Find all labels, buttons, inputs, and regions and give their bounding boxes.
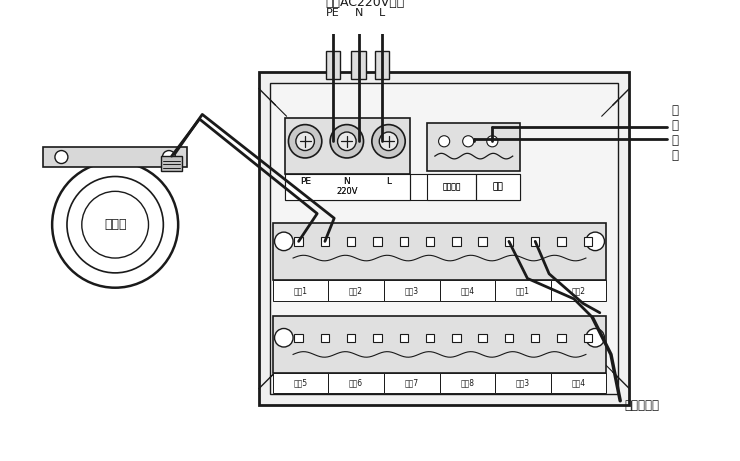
- Bar: [479, 237, 487, 246]
- Bar: [384, 373, 440, 393]
- Bar: [329, 280, 384, 301]
- Text: 漏电5: 漏电5: [294, 378, 308, 388]
- Bar: [347, 334, 355, 342]
- Circle shape: [82, 191, 149, 258]
- Bar: [320, 237, 329, 246]
- Circle shape: [67, 177, 164, 273]
- Text: 220V: 220V: [336, 187, 357, 196]
- Text: PE: PE: [300, 177, 311, 186]
- Bar: [495, 373, 551, 393]
- Bar: [374, 51, 389, 79]
- Text: 温度传感器: 温度传感器: [625, 399, 660, 412]
- Text: N: N: [343, 177, 350, 186]
- Text: 总线: 总线: [493, 182, 503, 191]
- Bar: [452, 237, 460, 246]
- Circle shape: [52, 162, 178, 288]
- Text: 漏电4: 漏电4: [460, 286, 474, 295]
- Bar: [584, 334, 592, 342]
- Bar: [426, 334, 434, 342]
- Bar: [285, 174, 410, 200]
- Text: 输出控制: 输出控制: [443, 182, 461, 191]
- Bar: [326, 51, 340, 79]
- Bar: [531, 237, 539, 246]
- Text: 通
信
总
线: 通 信 总 线: [671, 104, 678, 162]
- Circle shape: [586, 329, 605, 347]
- Text: 温度2: 温度2: [571, 286, 585, 295]
- Bar: [384, 280, 440, 301]
- Text: 输出控制: 输出控制: [443, 182, 461, 191]
- Circle shape: [162, 151, 175, 164]
- Bar: [551, 373, 606, 393]
- Bar: [373, 237, 382, 246]
- Bar: [273, 280, 329, 301]
- Bar: [295, 334, 303, 342]
- Bar: [452, 334, 460, 342]
- Bar: [426, 237, 434, 246]
- Text: L: L: [386, 177, 391, 186]
- Bar: [259, 72, 630, 405]
- Circle shape: [439, 136, 450, 147]
- Bar: [285, 118, 410, 174]
- Bar: [320, 334, 329, 342]
- Bar: [273, 315, 606, 373]
- Text: 温度4: 温度4: [571, 378, 585, 388]
- Text: 总线: 总线: [493, 182, 503, 191]
- Bar: [400, 334, 408, 342]
- Bar: [551, 280, 606, 301]
- Bar: [584, 237, 592, 246]
- Circle shape: [275, 232, 293, 251]
- Circle shape: [55, 151, 68, 164]
- Bar: [161, 156, 182, 171]
- Bar: [479, 334, 487, 342]
- Bar: [505, 334, 513, 342]
- Text: 漏电3: 漏电3: [405, 286, 419, 295]
- Bar: [440, 280, 495, 301]
- Text: 漏电6: 漏电6: [349, 378, 363, 388]
- Bar: [352, 51, 366, 79]
- Text: 漏电8: 漏电8: [460, 378, 474, 388]
- Text: N: N: [343, 177, 350, 186]
- Bar: [285, 174, 520, 200]
- Bar: [557, 237, 565, 246]
- Text: PE: PE: [326, 8, 340, 18]
- Text: 温度1: 温度1: [516, 286, 530, 295]
- Bar: [400, 237, 408, 246]
- Bar: [531, 334, 539, 342]
- Text: 互感器: 互感器: [104, 218, 127, 231]
- Circle shape: [330, 124, 363, 158]
- Circle shape: [337, 132, 356, 151]
- Bar: [495, 280, 551, 301]
- Bar: [428, 123, 520, 171]
- Bar: [373, 334, 382, 342]
- Circle shape: [372, 124, 406, 158]
- Text: PE: PE: [300, 177, 311, 186]
- Bar: [440, 373, 495, 393]
- Circle shape: [296, 132, 314, 151]
- Bar: [273, 373, 329, 393]
- Bar: [273, 223, 606, 280]
- Bar: [428, 174, 520, 200]
- Circle shape: [586, 232, 605, 251]
- Circle shape: [487, 136, 498, 147]
- Text: 漏电2: 漏电2: [349, 286, 363, 295]
- Text: 温度3: 温度3: [516, 378, 530, 388]
- Circle shape: [462, 136, 474, 147]
- Bar: [347, 237, 355, 246]
- Text: 220V: 220V: [336, 187, 357, 196]
- Bar: [557, 334, 565, 342]
- Circle shape: [380, 132, 398, 151]
- Circle shape: [275, 329, 293, 347]
- Bar: [295, 237, 303, 246]
- Bar: [505, 237, 513, 246]
- Text: 电源AC220V输入: 电源AC220V输入: [326, 0, 405, 9]
- Bar: [329, 373, 384, 393]
- Text: L: L: [386, 177, 391, 186]
- Circle shape: [289, 124, 322, 158]
- Bar: [43, 147, 187, 167]
- Text: 漏电1: 漏电1: [294, 286, 308, 295]
- Text: 漏电7: 漏电7: [405, 378, 419, 388]
- Bar: [270, 83, 619, 394]
- Text: N: N: [354, 8, 363, 18]
- Text: L: L: [379, 8, 386, 18]
